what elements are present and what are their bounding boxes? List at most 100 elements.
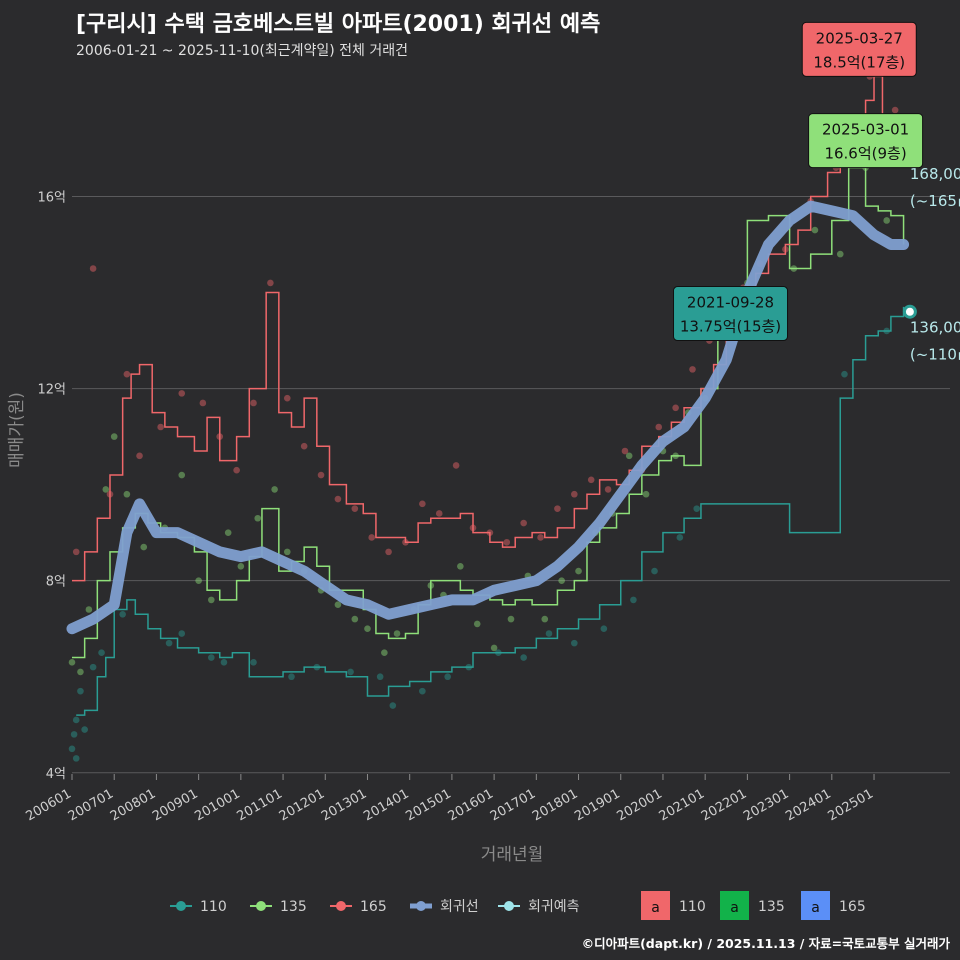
legend: 110 135 165 회귀선 회귀예측 a 110 a 135 a 165 — [170, 891, 866, 920]
scatter-point-110 — [207, 654, 215, 661]
annotation-box-135 — [808, 113, 924, 169]
scatter-point-165 — [72, 548, 80, 556]
scatter-point-110 — [419, 687, 426, 695]
scatter-point-110 — [119, 611, 126, 618]
scatter-point-110 — [444, 673, 451, 681]
scatter-point-135 — [77, 668, 84, 676]
scatter-point-165 — [621, 447, 629, 455]
scatter-point-110 — [89, 663, 97, 671]
scatter-point-165 — [537, 534, 544, 541]
legend-marker-165 — [336, 901, 346, 911]
legend-box-glyph: a — [811, 900, 820, 916]
y-tick-label: 16억 — [37, 190, 66, 205]
y-tick-label: 8억 — [46, 575, 66, 590]
scatter-point-165 — [587, 476, 595, 484]
chart-title: [구리시] 수택 금호베스트빌 아파트(2001) 회귀선 예측 — [76, 12, 601, 37]
legend-marker-135 — [256, 901, 266, 911]
scatter-point-165 — [233, 466, 240, 474]
scatter-point-135 — [283, 548, 291, 556]
annotation-date: 2025-03-27 — [816, 29, 903, 47]
prediction-area-label: (~110㎡) — [910, 346, 960, 364]
x-tick-label: 201001 — [192, 786, 242, 824]
x-tick-label: 202001 — [614, 786, 664, 824]
legend-label: 135 — [280, 899, 307, 915]
legend-box-label: 110 — [679, 899, 706, 915]
annotation-label: 18.5억(17층) — [813, 53, 905, 71]
scatter-point-135 — [254, 514, 262, 522]
annotation-date: 2025-03-01 — [822, 121, 909, 139]
scatter-point-135 — [85, 606, 93, 613]
legend-box-135 — [720, 891, 749, 920]
scatter-point-110 — [545, 630, 553, 637]
scatter-point-135 — [393, 630, 401, 637]
y-tick-label: 12억 — [37, 383, 66, 398]
annotation-date: 2021-09-28 — [687, 294, 774, 312]
scatter-point-135 — [110, 433, 118, 440]
scatter-point-165 — [368, 534, 376, 541]
scatter-point-165 — [178, 390, 186, 397]
scatter-point-165 — [419, 500, 426, 508]
scatter-point-165 — [385, 548, 392, 556]
scatter-point-135 — [271, 486, 278, 493]
scatter-point-110 — [72, 755, 80, 762]
legend-label: 회귀예측 — [528, 899, 580, 915]
annotation-box-165 — [801, 21, 917, 77]
predictions: 168,000 (~165㎡) 136,000 (~110㎡) — [902, 151, 960, 364]
scatter-point-110 — [693, 505, 701, 512]
scatter-point-135 — [207, 596, 215, 604]
x-tick-label: 202401 — [783, 786, 833, 824]
legend-box-110 — [641, 891, 670, 920]
x-tick-label: 201301 — [319, 786, 369, 824]
scatter-point-135 — [381, 649, 388, 657]
scatter-point-135 — [237, 562, 245, 570]
scatter-point-135 — [642, 490, 650, 498]
scatter-point-165 — [317, 471, 325, 479]
scatter-point-110 — [220, 659, 228, 666]
scatter-point-110 — [389, 702, 397, 709]
prediction-area-label: (~165㎡) — [910, 192, 960, 210]
legend-label: 165 — [360, 899, 387, 915]
legend-marker-회귀예측 — [504, 901, 514, 911]
scatter-point-165 — [157, 423, 164, 431]
x-tick-label: 202201 — [699, 786, 749, 824]
scatter-point-165 — [300, 442, 308, 450]
scatter-point-165 — [520, 519, 527, 527]
scatter-point-110 — [81, 726, 88, 733]
scatter-points — [68, 73, 899, 762]
x-tick-label: 201101 — [235, 786, 285, 824]
scatter-point-110 — [250, 659, 257, 666]
legend-marker-110 — [176, 901, 186, 911]
scatter-point-135 — [364, 625, 371, 633]
scatter-point-135 — [457, 562, 464, 570]
scatter-point-135 — [883, 217, 890, 224]
scatter-point-110 — [165, 639, 173, 647]
scatter-point-110 — [600, 625, 608, 633]
x-tick-label: 202101 — [657, 786, 707, 824]
scatter-point-135 — [625, 452, 633, 460]
legend-label: 회귀선 — [440, 899, 479, 915]
legend-box-165 — [801, 891, 830, 920]
scatter-point-135 — [178, 471, 186, 479]
series-line-110 — [76, 306, 905, 716]
x-tick-label: 200701 — [66, 786, 116, 824]
scatter-point-165 — [689, 366, 696, 373]
x-tick-label: 202501 — [826, 786, 876, 824]
x-tick-label: 200801 — [108, 786, 158, 824]
series-line-165 — [72, 75, 905, 582]
x-tick-label: 201801 — [530, 786, 580, 824]
scatter-point-110 — [841, 370, 848, 378]
legend-box-label: 135 — [758, 899, 785, 915]
scatter-point-110 — [376, 673, 384, 681]
x-tick-label: 201901 — [572, 786, 622, 824]
annotation-label: 13.75억(15층) — [680, 318, 781, 336]
x-tick-label: 201501 — [403, 786, 453, 824]
scatter-point-165 — [123, 370, 131, 378]
scatter-point-135 — [507, 615, 515, 623]
regression-line-path — [66, 200, 910, 635]
scatter-point-135 — [541, 615, 549, 623]
scatter-point-135 — [575, 567, 582, 575]
scatter-point-165 — [283, 394, 291, 402]
legend-label: 110 — [200, 899, 227, 915]
legend-marker-회귀선 — [416, 901, 426, 911]
chart-subtitle: 2006-01-21 ~ 2025-11-10(최근계약일) 전체 거래건 — [76, 43, 408, 59]
